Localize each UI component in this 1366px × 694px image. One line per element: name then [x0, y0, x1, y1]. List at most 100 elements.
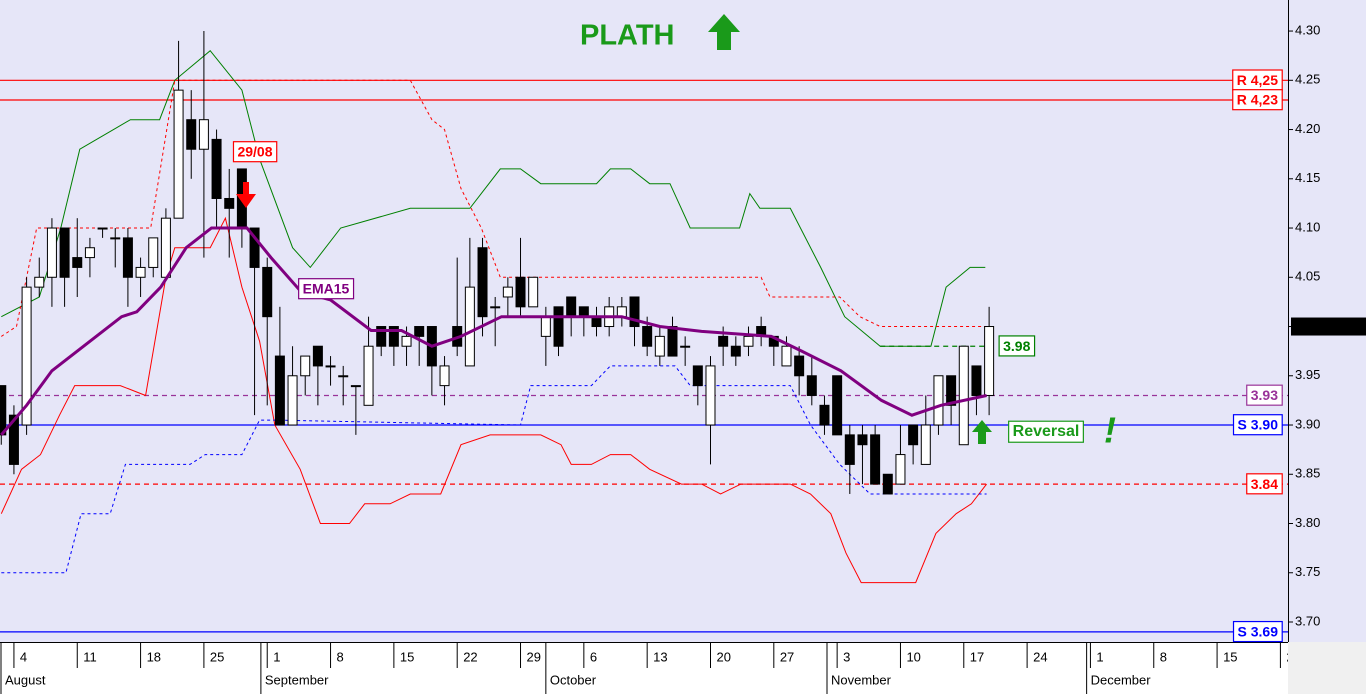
y-tick-label: 3.85: [1295, 466, 1320, 481]
candle-body: [8, 414, 19, 465]
candle-body: [34, 276, 45, 288]
indicator-line: [1, 49, 986, 347]
candle-body: [616, 306, 627, 318]
down-arrow: [236, 182, 256, 208]
date-mark-text: 29/08: [237, 144, 272, 160]
candle-body: [274, 355, 285, 426]
candle-body: [857, 434, 868, 446]
candle-body: [122, 237, 133, 278]
candle-body: [160, 217, 171, 278]
candle-body: [186, 119, 197, 150]
level-label-box: [1246, 473, 1283, 495]
candle-body: [363, 345, 374, 406]
candle-body: [895, 454, 906, 485]
x-tick-label: 17: [970, 649, 984, 664]
candle-body: [97, 227, 108, 230]
x-tick-label: 1: [273, 649, 280, 664]
candle-body: [832, 375, 843, 436]
candle-body: [262, 266, 273, 318]
x-tick-label: 10: [906, 649, 920, 664]
candle-body: [376, 326, 387, 347]
candle-body: [528, 276, 539, 308]
x-tick-label: 24: [1033, 649, 1047, 664]
candle-body: [0, 385, 7, 436]
candle-body: [502, 286, 513, 298]
candle-body: [148, 237, 159, 268]
month-label: October: [550, 672, 597, 687]
month-label: September: [265, 672, 329, 687]
reversal-label-text: Reversal: [1013, 423, 1080, 440]
candle-body: [667, 326, 678, 357]
candle-body: [882, 473, 893, 495]
candle-body: [173, 89, 184, 219]
x-tick-label: 15: [400, 649, 414, 664]
candle-body: [692, 365, 703, 387]
month-label: December: [1091, 672, 1152, 687]
last-price-label: 4.00000: [1294, 319, 1341, 334]
last-price-box: [1291, 317, 1366, 336]
x-tick-label: 6: [590, 649, 597, 664]
x-tick-label: 4: [20, 649, 27, 664]
annotations: PLATH R 4,25 R 4,23 S 3.90 S 3.69 3.93 3.84 3.…: [232, 14, 1283, 643]
candle-body: [401, 335, 412, 347]
candle-body: [414, 326, 425, 337]
y-tick-label: 3.80: [1295, 515, 1320, 530]
level-label-box: [1232, 620, 1283, 643]
candle-body: [477, 247, 488, 318]
y-tick-label: 3.95: [1295, 367, 1320, 382]
corner: [1288, 642, 1366, 694]
candle-body: [350, 385, 361, 388]
candle-body: [984, 326, 995, 396]
candle-body: [971, 365, 982, 396]
indicator-line: [1, 365, 987, 574]
bands: [0, 49, 987, 584]
x-tick-label: 27: [780, 649, 794, 664]
candle-body: [629, 296, 640, 328]
candle-body: [464, 286, 475, 367]
candle-body: [287, 375, 298, 426]
candle-body: [21, 286, 32, 426]
y-tick-label: 3.90: [1295, 416, 1320, 431]
date-mark-box: [232, 141, 278, 163]
candle-body: [110, 237, 121, 240]
x-tick-label: 25: [210, 649, 224, 664]
candle-body: [46, 227, 57, 278]
candle-body: [135, 266, 146, 278]
level-label-box: [1246, 384, 1283, 406]
x-tick-label: 13: [653, 649, 667, 664]
candle-body: [680, 345, 691, 348]
candle-body: [730, 345, 741, 357]
candle-body: [515, 276, 526, 308]
level-label-text: R 4,23: [1237, 92, 1278, 108]
level-label: R 4,25: [1232, 69, 1283, 91]
level-label: 3.84: [1246, 473, 1283, 495]
reversal-label: Reversal: [1008, 420, 1084, 443]
month-label: August: [5, 672, 46, 687]
candle-body: [705, 365, 716, 426]
level-label-text: 3.98: [1003, 338, 1030, 354]
candle-body: [794, 355, 805, 377]
level-label-text: S 3.90: [1238, 417, 1279, 433]
candle-body: [388, 326, 399, 347]
indicator-line: [0, 226, 987, 436]
level-label-text: R 4,25: [1237, 72, 1278, 88]
candle-body: [300, 355, 311, 377]
y-tick-label: 3.75: [1295, 564, 1320, 579]
ema-label: EMA15: [298, 278, 355, 300]
plot-background: [0, 0, 1366, 642]
month-label: November: [831, 672, 892, 687]
ema-label-box: [298, 278, 355, 300]
candle-body: [224, 197, 235, 209]
exclaim: !: [1104, 410, 1116, 451]
candle-body: [325, 365, 336, 368]
x-tick-label: 8: [337, 649, 344, 664]
candle-body: [806, 375, 817, 396]
candle-body: [72, 257, 83, 268]
candle-body: [540, 316, 551, 337]
candle-body: [566, 296, 577, 318]
chart-title: PLATH: [580, 20, 675, 52]
ema-label-text: EMA15: [303, 281, 350, 297]
y-tick-label: 4.10: [1295, 219, 1320, 234]
x-tick-label: 1: [1096, 649, 1103, 664]
